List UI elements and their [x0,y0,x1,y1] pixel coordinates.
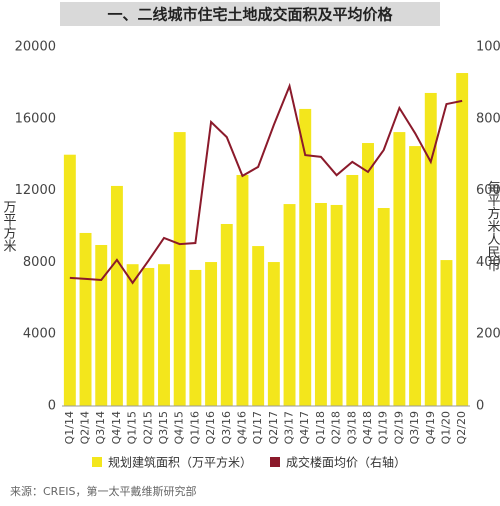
y2-tick-label: 4000 [476,255,500,270]
y-tick-label: 16000 [15,111,56,126]
bar [456,73,469,406]
x-tick-label: Q3/17 [283,411,296,444]
bar [173,132,186,406]
bar [346,174,359,406]
bar [63,154,76,406]
y-tick-label: 0 [48,399,56,414]
x-tick-label: Q3/15 [157,411,170,444]
y-tick-label: 12000 [15,183,56,198]
y2-tick-label: 8000 [476,111,500,126]
bar [205,262,218,406]
bar [189,269,202,406]
x-tick-label: Q1/19 [377,411,390,444]
x-tick-label: Q1/17 [251,411,264,444]
x-tick-label: Q2/19 [392,411,405,444]
x-tick-label: Q2/15 [141,411,154,444]
line [69,82,463,285]
bar [283,204,296,406]
bar [95,244,108,406]
bar [314,202,327,406]
bar [440,260,453,406]
bar [252,246,265,406]
x-tick-label: Q4/15 [173,411,186,444]
bar [142,267,155,406]
chart-title: 一、二线城市住宅土地成交面积及平均价格 [107,6,393,24]
y2-tick-label: 0 [476,399,484,414]
y2-tick-label: 10000 [476,40,500,55]
y2-axis-label: 每平方米人民币 [485,180,500,272]
x-tick-label: Q4/17 [298,411,311,444]
y-tick-label: 20000 [15,40,56,55]
bar [267,262,280,406]
x-tick-label: Q1/15 [126,411,139,444]
bar [126,264,139,406]
bar [299,108,312,407]
x-tick-label: Q3/16 [220,411,233,444]
bar [362,143,374,406]
y-axis-label: 万平方米 [1,200,17,252]
y-tick-label: 8000 [23,255,56,270]
x-tick-label: Q1/16 [188,411,201,444]
bar [79,232,92,406]
x-tick-label: Q2/17 [267,411,280,444]
bar [236,174,249,406]
legend-label: 规划建筑面积（万平方米） [108,455,252,470]
legend-swatch [270,457,280,467]
x-tick-label: Q4/19 [424,411,437,444]
x-tick-label: Q2/20 [455,411,468,444]
x-tick-label: Q2/14 [79,411,92,444]
y2-tick-label: 2000 [476,327,500,342]
bar [409,146,422,407]
x-tick-label: Q3/14 [94,411,107,444]
bar [377,208,390,406]
legend-label: 成交楼面均价（右轴） [286,455,406,470]
x-tick-label: Q1/20 [439,411,452,444]
x-tick-label: Q4/18 [361,411,374,444]
bar [393,132,406,406]
y2-tick-label: 6000 [476,183,500,198]
x-tick-label: Q4/14 [110,411,123,444]
bar [158,264,170,406]
x-tick-label: Q3/18 [345,411,358,444]
source: 来源：CREIS，第一太平戴维斯研究部 [10,484,197,498]
bar [424,92,437,407]
title-banner [60,2,440,26]
x-tick-label: Q4/16 [235,411,248,444]
x-tick-label: Q2/18 [330,411,343,444]
x-tick-label: Q2/16 [204,411,217,444]
x-tick-label: Q1/14 [63,411,76,444]
x-tick-label: Q1/18 [314,411,327,444]
legend-swatch [92,457,102,467]
bar [220,223,233,406]
bar [330,204,343,406]
y-tick-label: 4000 [23,327,56,342]
bar [110,185,123,406]
x-tick-label: Q3/19 [408,411,421,444]
